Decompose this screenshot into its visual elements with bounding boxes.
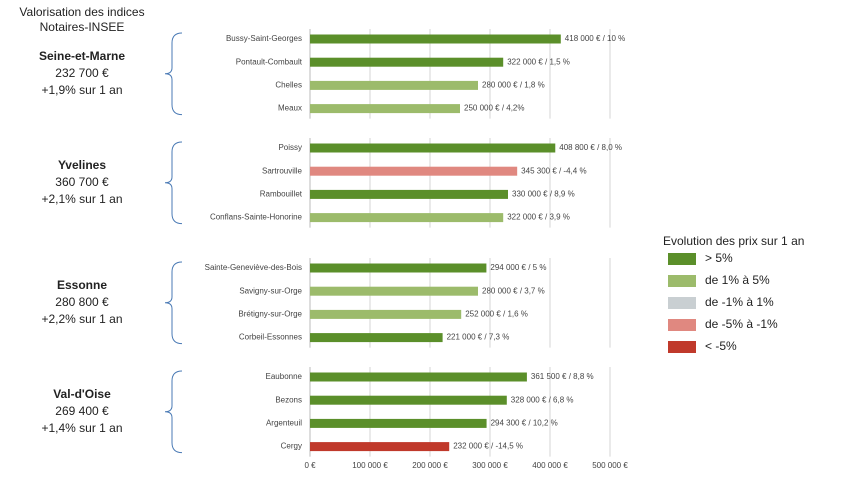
x-tick-label: 200 000 € [412,461,448,470]
brace [164,32,183,116]
value-label: 221 000 € / 7,3 % [447,333,510,342]
value-label: 361 500 € / 8,8 % [531,372,594,381]
bar [310,143,556,153]
bar [310,104,460,114]
group-change: +1,4% sur 1 an [41,421,122,435]
value-label: 280 000 € / 3,7 % [482,286,545,295]
category-label: Argenteuil [266,419,302,428]
bar [310,418,487,428]
category-label: Brétigny-sur-Orge [238,310,302,319]
legend-swatch [668,253,696,265]
category-label: Conflans-Sainte-Honorine [210,213,303,222]
category-label: Chelles [275,81,302,90]
x-tick-label: 400 000 € [532,461,568,470]
value-label: 418 000 € / 10 % [565,34,626,43]
legend-label: de -5% à -1% [705,317,778,331]
x-tick-label: 100 000 € [352,461,388,470]
group-price: 232 700 € [55,66,109,80]
value-label: 294 000 € / 5 % [490,263,546,272]
category-label: Savigny-sur-Orge [239,286,302,295]
legend-label: < -5% [705,339,737,353]
group-price: 280 800 € [55,295,109,309]
legend-title: Evolution des prix sur 1 an [663,234,804,248]
category-label: Corbeil-Essonnes [239,333,302,342]
bar [310,286,478,296]
category-label: Bussy-Saint-Georges [226,34,302,43]
legend-swatch [668,341,696,353]
brace [164,261,183,345]
legend-label: de -1% à 1% [705,295,774,309]
bar [310,34,561,44]
bar [310,57,504,67]
value-label: 330 000 € / 8,9 % [512,190,575,199]
legend-swatch [668,275,696,287]
group-price: 360 700 € [55,175,109,189]
category-label: Meaux [278,104,302,113]
bar [310,166,518,176]
value-label: 252 000 € / 1,6 % [465,310,528,319]
value-label: 250 000 € / 4,2% [464,104,525,113]
group-change: +2,1% sur 1 an [41,192,122,206]
x-tick-label: 500 000 € [592,461,628,470]
category-label: Pontault-Combault [236,57,303,66]
bar [310,80,478,90]
category-label: Bezons [275,395,302,404]
group-name: Essonne [57,278,107,292]
bar [310,395,507,405]
title-line: Notaires-INSEE [40,20,125,34]
value-label: 328 000 € / 6,8 % [511,395,574,404]
category-label: Sainte-Geneviève-des-Bois [205,263,302,272]
title-line: Valorisation des indices [19,5,144,19]
bar [310,309,462,319]
group-name: Seine-et-Marne [39,49,125,63]
value-label: 294 300 € / 10,2 % [491,419,558,428]
value-label: 280 000 € / 1,8 % [482,81,545,90]
group-change: +1,9% sur 1 an [41,83,122,97]
category-label: Poissy [278,143,302,152]
x-tick-label: 300 000 € [472,461,508,470]
bar [310,372,527,382]
value-label: 408 800 € / 8,0 % [559,143,622,152]
group-change: +2,2% sur 1 an [41,312,122,326]
group-price: 269 400 € [55,404,109,418]
legend-label: > 5% [705,251,733,265]
legend-swatch [668,319,696,331]
category-label: Sartrouville [262,166,303,175]
bar [310,442,450,452]
value-label: 345 300 € / -4,4 % [521,166,586,175]
group-name: Val-d'Oise [53,387,111,401]
bar [310,333,443,343]
group-name: Yvelines [58,158,106,172]
category-label: Cergy [281,442,302,451]
category-label: Eaubonne [266,372,303,381]
value-label: 322 000 € / 1,5 % [507,57,570,66]
bar [310,263,487,273]
brace [164,370,183,454]
x-tick-label: 0 € [304,461,316,470]
legend-label: de 1% à 5% [705,273,770,287]
brace [164,141,183,225]
bar [310,213,504,223]
category-label: Rambouillet [260,190,303,199]
value-label: 322 000 € / 3,9 % [507,213,570,222]
bar [310,189,508,199]
value-label: 232 000 € / -14,5 % [453,442,523,451]
legend-swatch [668,297,696,309]
